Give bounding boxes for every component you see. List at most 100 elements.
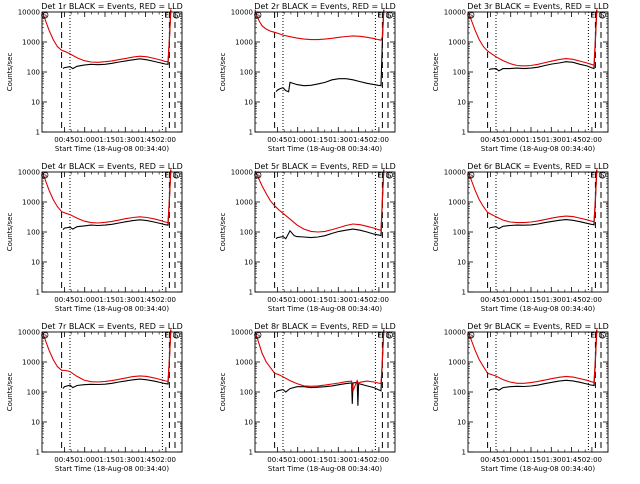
x-tick-label: 00:45	[480, 136, 500, 144]
y-axis-label: Counts/sec	[219, 373, 227, 412]
marker-label: S	[43, 172, 48, 180]
panel-9: Det 9r BLACK = Events, RED = LLD 1 10 100 10…	[432, 322, 609, 473]
marker-label: S	[469, 12, 474, 20]
x-tick-label: 01:45	[562, 136, 582, 144]
panel-4: Det 4r BLACK = Events, RED = LLD 1 10 100 10…	[6, 162, 183, 313]
y-tick-label: 1	[36, 289, 40, 297]
x-tick-label: 01:00	[501, 136, 521, 144]
marker-label: E	[377, 12, 381, 20]
plot-frame	[254, 331, 396, 453]
series-lld-line	[254, 169, 385, 233]
x-tick-label: 01:15	[521, 456, 541, 464]
series-lld-line	[467, 9, 598, 67]
marker-label: E	[164, 12, 168, 20]
series-events-line	[488, 9, 598, 72]
x-tick-label: 01:45	[136, 296, 156, 304]
panel-8: Det 8r BLACK = Events, RED = LLD 1 10 100 10…	[219, 322, 396, 473]
x-tick-label: 01:00	[75, 136, 95, 144]
y-tick-label: 1	[462, 129, 466, 137]
x-axis-label: Start Time (18-Aug-08 00:34:40)	[268, 145, 382, 153]
series-lld-line	[254, 329, 385, 393]
x-tick-label: 01:30	[115, 296, 135, 304]
marker-label: S	[43, 332, 48, 340]
x-tick-label: 01:45	[349, 136, 369, 144]
x-tick-label: 01:15	[521, 136, 541, 144]
x-tick-label: 00:45	[480, 296, 500, 304]
panel-title: Det 4r BLACK = Events, RED = LLD	[41, 162, 183, 171]
y-tick-label: 100	[240, 69, 253, 77]
y-tick-label: 10000	[444, 169, 466, 177]
x-axis-label: Start Time (18-Aug-08 00:34:40)	[481, 305, 595, 313]
marker-label: S	[174, 12, 179, 20]
x-tick-label: 01:45	[136, 136, 156, 144]
x-tick-label: 02:00	[156, 456, 176, 464]
series-lld-line	[254, 9, 385, 41]
series-events-line	[275, 169, 385, 240]
x-tick-label: 01:00	[501, 296, 521, 304]
x-tick-label: 02:00	[156, 296, 176, 304]
y-tick-label: 10	[457, 419, 466, 427]
marker-label: S	[469, 332, 474, 340]
x-tick-label: 01:30	[115, 456, 135, 464]
panel-title: Det 3r BLACK = Events, RED = LLD	[467, 2, 609, 11]
x-tick-label: 01:30	[328, 136, 348, 144]
x-tick-label: 01:15	[521, 296, 541, 304]
marker-label: S	[256, 332, 261, 340]
x-tick-label: 01:00	[288, 456, 308, 464]
y-tick-label: 10	[244, 99, 253, 107]
series-events-line	[62, 9, 172, 70]
series-events-line	[62, 329, 172, 389]
marker-label: S	[600, 172, 605, 180]
y-tick-label: 1000	[235, 39, 253, 47]
x-tick-label: 02:00	[369, 296, 389, 304]
x-tick-label: 00:45	[54, 136, 74, 144]
y-tick-label: 1	[249, 289, 253, 297]
y-axis-label: Counts/sec	[6, 213, 14, 252]
x-tick-label: 01:00	[288, 296, 308, 304]
y-tick-label: 1000	[22, 359, 40, 367]
x-tick-label: 02:00	[582, 456, 602, 464]
marker-label: S	[256, 172, 261, 180]
y-tick-label: 10000	[231, 329, 253, 337]
x-axis-label: Start Time (18-Aug-08 00:34:40)	[55, 145, 169, 153]
marker-label: S	[469, 172, 474, 180]
series-lld-line	[467, 329, 598, 384]
y-tick-label: 1000	[448, 359, 466, 367]
series-lld-line	[41, 169, 172, 224]
series-events-line	[275, 329, 385, 406]
series-lld-line	[467, 169, 598, 224]
marker-label: S	[387, 12, 392, 20]
y-tick-label: 10	[31, 259, 40, 267]
plot-frame	[41, 11, 183, 133]
x-tick-label: 01:00	[501, 456, 521, 464]
y-tick-label: 1	[36, 449, 40, 457]
x-tick-label: 01:30	[328, 296, 348, 304]
marker-label: E	[590, 332, 594, 340]
x-tick-label: 01:30	[328, 456, 348, 464]
y-tick-label: 100	[453, 69, 466, 77]
x-axis-label: Start Time (18-Aug-08 00:34:40)	[268, 465, 382, 473]
plot-frame	[41, 331, 183, 453]
x-axis-label: Start Time (18-Aug-08 00:34:40)	[55, 305, 169, 313]
y-tick-label: 1	[36, 129, 40, 137]
marker-label: E	[377, 172, 381, 180]
series-events-line	[275, 9, 385, 93]
marker-label: S	[174, 332, 179, 340]
series-events-line	[488, 169, 598, 230]
y-tick-label: 100	[27, 389, 40, 397]
marker-label: S	[387, 172, 392, 180]
y-tick-label: 10000	[231, 169, 253, 177]
y-axis-label: Counts/sec	[6, 53, 14, 92]
y-tick-label: 10000	[18, 169, 40, 177]
x-tick-label: 01:00	[75, 456, 95, 464]
panel-title: Det 1r BLACK = Events, RED = LLD	[41, 2, 183, 11]
series-lld-line	[41, 9, 172, 63]
x-tick-label: 01:45	[562, 296, 582, 304]
x-tick-label: 01:15	[308, 296, 328, 304]
x-tick-label: 02:00	[369, 456, 389, 464]
marker-label: E	[164, 172, 168, 180]
x-tick-label: 02:00	[582, 296, 602, 304]
panel-title: Det 2r BLACK = Events, RED = LLD	[254, 2, 396, 11]
